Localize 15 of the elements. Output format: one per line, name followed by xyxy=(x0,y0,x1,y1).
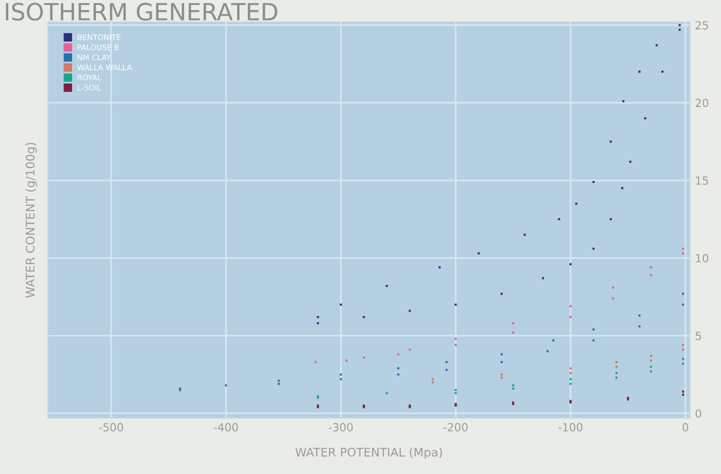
x-tick-label: -100 xyxy=(558,423,582,432)
y-tick-label: 0 xyxy=(696,409,702,418)
x-tick-label: -300 xyxy=(328,423,353,432)
x-tick-label: 0 xyxy=(682,423,688,432)
y-tick-label: 10 xyxy=(696,254,708,262)
x-axis-title: WATER POTENTIAL (Mpa) xyxy=(295,448,442,459)
y-tick-label: 15 xyxy=(696,176,708,185)
x-tick-label: -500 xyxy=(99,423,124,432)
x-tick-label: -200 xyxy=(444,423,468,432)
y-tick-label: 25 xyxy=(696,21,708,30)
x-tick-label: -400 xyxy=(214,423,238,432)
y-tick-label: 5 xyxy=(696,332,701,340)
chart-title: ISOTHERM GENERATED xyxy=(6,2,278,21)
y-tick-label: 20 xyxy=(696,98,708,108)
y-axis-title: WATER CONTENT (g/100g) xyxy=(25,142,37,298)
